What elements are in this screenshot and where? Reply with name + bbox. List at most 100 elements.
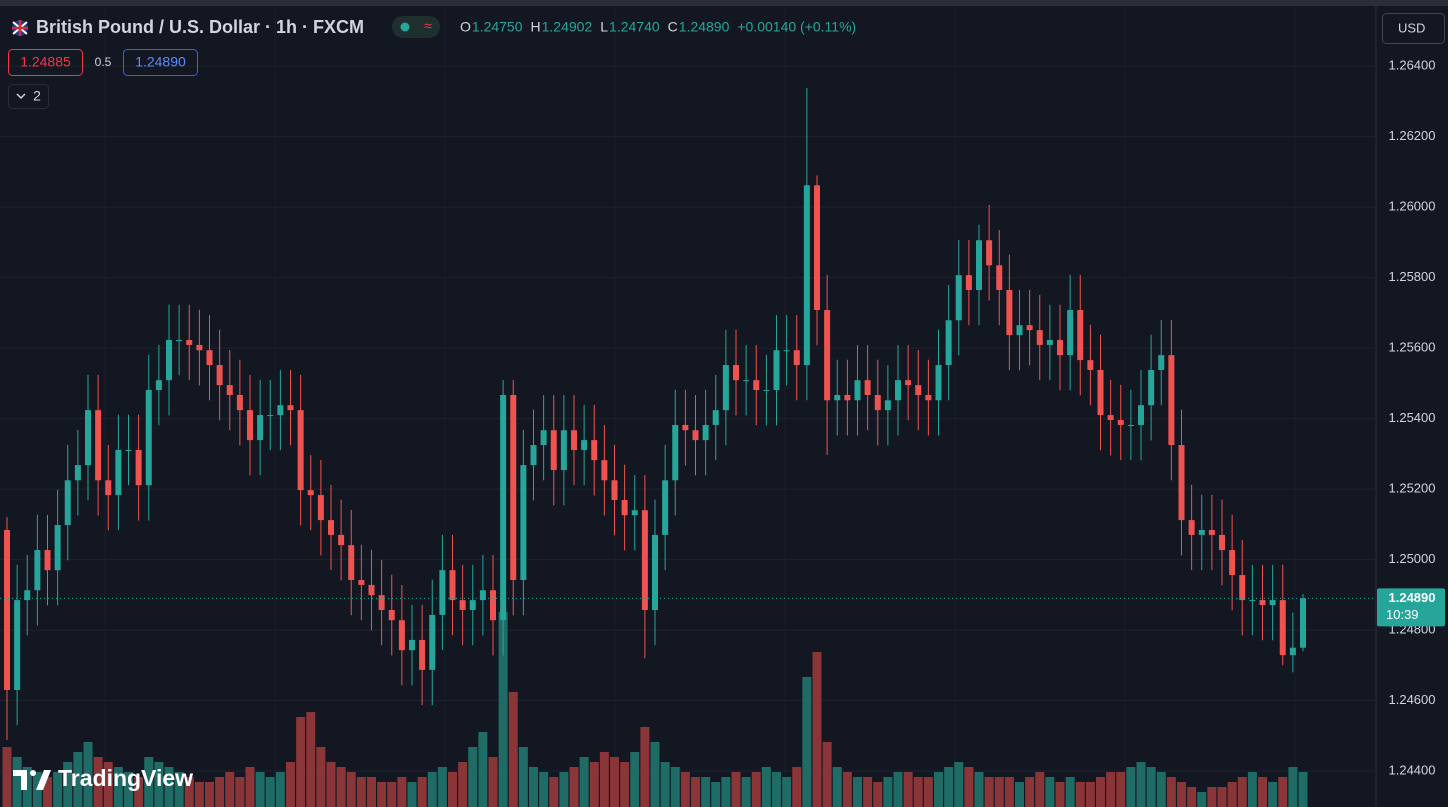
candle-body xyxy=(722,365,729,411)
volume-bar xyxy=(12,757,22,807)
candle-body xyxy=(1198,529,1205,535)
y-tick-label: 1.26400 xyxy=(1389,58,1436,73)
candle-body xyxy=(1117,420,1124,425)
candle-body xyxy=(1148,369,1155,406)
volume-bar xyxy=(154,762,164,807)
y-tick-label: 1.25400 xyxy=(1389,410,1436,425)
candle-body xyxy=(540,430,547,446)
candle-body xyxy=(743,380,750,382)
volume-bar xyxy=(488,757,498,807)
candle-body xyxy=(277,405,284,416)
y-tick-label: 1.25000 xyxy=(1389,551,1436,566)
candle-body xyxy=(348,545,355,581)
volume-bar xyxy=(964,767,974,807)
candle-body xyxy=(965,275,972,290)
volume-bar xyxy=(1085,782,1095,807)
flag-icon xyxy=(12,20,28,36)
volume-bar xyxy=(853,777,862,807)
volume-bar xyxy=(660,762,670,807)
volume-bar xyxy=(1136,762,1146,807)
market-status[interactable] xyxy=(392,16,440,38)
y-tick-label: 1.26200 xyxy=(1389,128,1436,143)
volume-bar xyxy=(1065,777,1075,807)
indicator-toggle[interactable] xyxy=(8,84,49,109)
candle-body xyxy=(955,275,962,321)
volume-bar xyxy=(124,772,133,807)
volume-bar xyxy=(1055,782,1065,807)
candle-body xyxy=(1259,600,1266,606)
candle-body xyxy=(753,380,760,391)
candle-body xyxy=(429,614,436,670)
volume-bar xyxy=(1166,777,1176,807)
candle-body xyxy=(338,534,345,546)
volume-bar xyxy=(1258,777,1267,807)
candle-body xyxy=(712,410,719,425)
volume-bar xyxy=(832,767,842,807)
candle-body xyxy=(591,440,598,461)
volume-bar xyxy=(923,777,933,807)
candle-body xyxy=(844,394,851,401)
volume-bar xyxy=(691,777,700,807)
candle-body xyxy=(803,185,810,366)
candle-body xyxy=(176,340,183,342)
candle-body xyxy=(986,240,993,266)
spread: 0.5 xyxy=(95,55,112,69)
candle-body xyxy=(915,385,922,395)
candle-body xyxy=(905,380,912,386)
candle-body xyxy=(24,590,31,601)
y-tick-label: 1.26000 xyxy=(1389,199,1436,214)
volume-bar xyxy=(599,752,609,807)
volume-bar xyxy=(1278,777,1288,807)
volume-bar xyxy=(73,752,83,807)
legend-key: L xyxy=(600,19,608,35)
volume-bar xyxy=(458,762,468,807)
volume-bar xyxy=(610,757,619,807)
volume-bar xyxy=(731,772,741,807)
candle-body xyxy=(196,344,203,351)
volume-bar xyxy=(437,767,447,807)
volume-bar xyxy=(721,777,731,807)
candle-body xyxy=(307,490,314,496)
indicator-count: 2 xyxy=(33,88,41,104)
candle-body xyxy=(1269,600,1276,606)
legend-key: O xyxy=(460,19,471,35)
candle-body xyxy=(510,394,517,581)
volume-bar xyxy=(1116,772,1126,807)
volume-bar xyxy=(1207,787,1217,807)
volume-bar xyxy=(478,732,488,807)
candle-body xyxy=(358,580,365,585)
volume-bar xyxy=(1096,777,1105,807)
candle-body xyxy=(945,320,952,366)
volume-bar xyxy=(1045,777,1055,807)
candle-body xyxy=(976,240,982,290)
legend-value: 1.24890 xyxy=(679,19,730,35)
candle-body xyxy=(631,510,638,516)
candle-body xyxy=(601,460,608,481)
candle-body xyxy=(1188,520,1195,535)
currency-button[interactable] xyxy=(1382,13,1445,44)
candle-body xyxy=(793,350,800,366)
volume-bar xyxy=(306,712,316,807)
candle-body xyxy=(1006,289,1013,336)
y-tick-label: 1.25800 xyxy=(1389,269,1436,284)
y-tick-label: 1.24600 xyxy=(1389,692,1436,707)
buy-button[interactable] xyxy=(123,49,198,76)
candle-body xyxy=(226,385,233,395)
volume-bar xyxy=(792,767,802,807)
candle-body xyxy=(479,590,486,601)
sell-button[interactable] xyxy=(8,49,83,76)
candle-body xyxy=(64,480,71,526)
y-tick-label: 1.24400 xyxy=(1389,762,1436,777)
volume-bar xyxy=(468,747,478,807)
candle-body xyxy=(1279,600,1286,656)
brand-name: TradingView xyxy=(58,765,193,791)
price-axis: 1.244001.246001.248001.250001.252001.254… xyxy=(1377,58,1445,777)
volume-bar xyxy=(559,772,569,807)
volume-bar xyxy=(1237,777,1247,807)
candle-body xyxy=(814,185,820,311)
candle-body xyxy=(1178,445,1185,521)
volume-bar xyxy=(103,762,113,807)
candle-body xyxy=(74,465,81,481)
